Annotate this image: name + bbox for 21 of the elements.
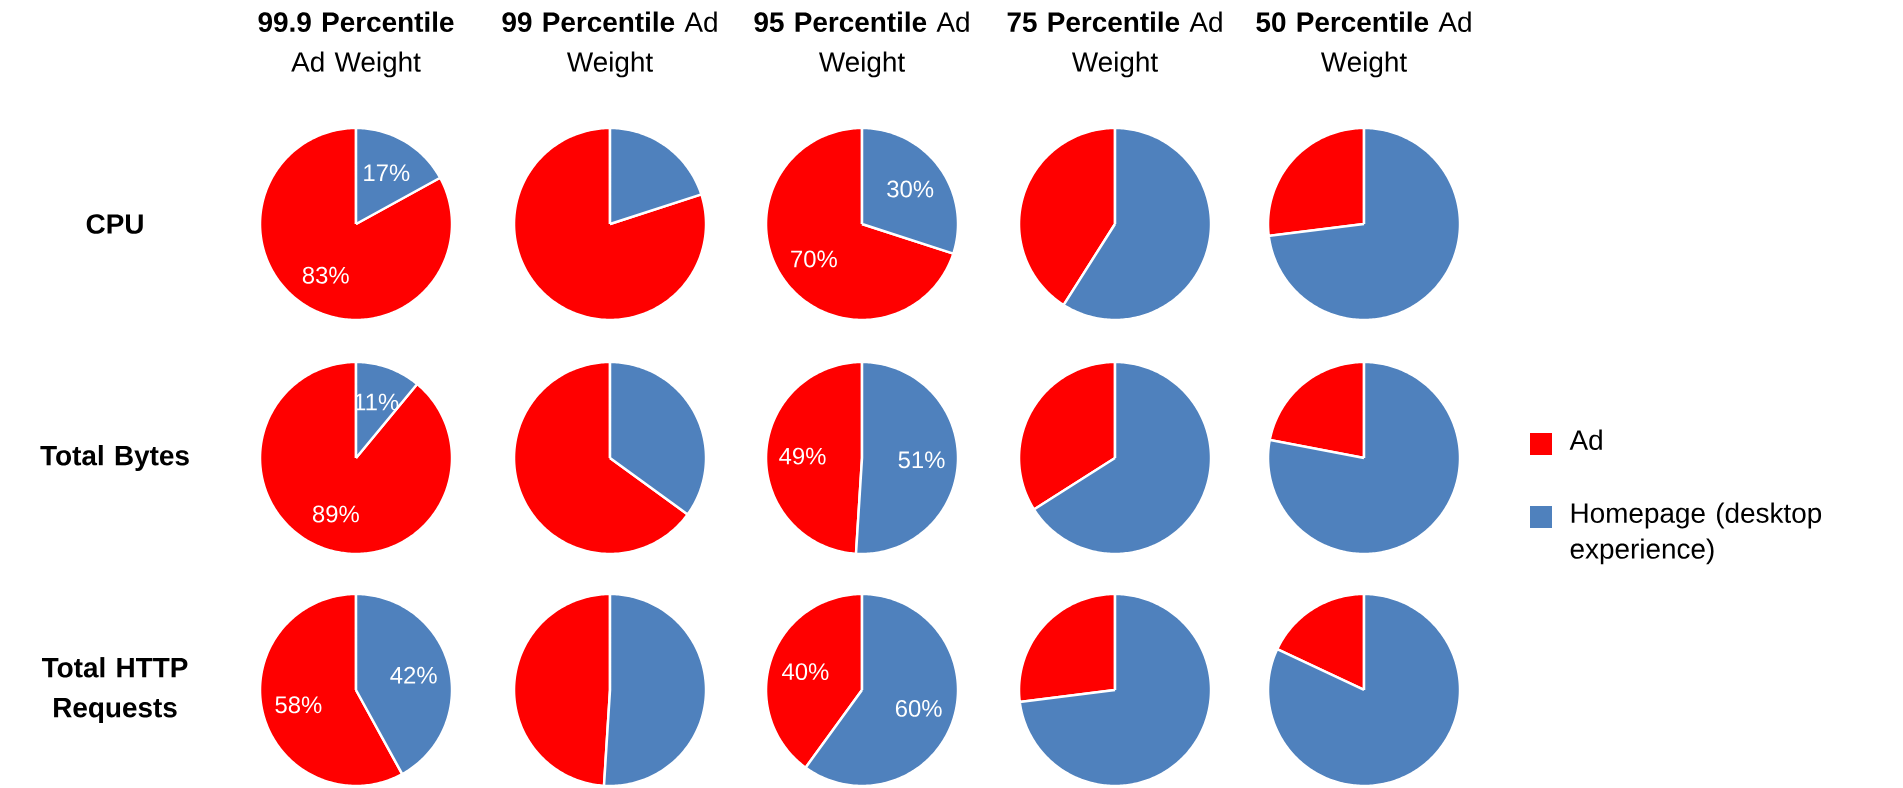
- data-label: 49%: [779, 447, 826, 465]
- data-label: 89%: [312, 505, 359, 523]
- legend-label: Homepage (desktop experience): [1570, 502, 1822, 565]
- chart-title: 95 Percentile Ad Weight: [754, 11, 969, 78]
- chart-title: 50 Percentile Ad Weight: [1256, 11, 1471, 78]
- data-label: 60%: [895, 699, 942, 717]
- data-label: 40%: [782, 663, 829, 681]
- chart-title: 99.9 Percentile Ad Weight: [258, 11, 454, 78]
- text: CPU: [86, 214, 143, 234]
- text: Total HTTP Requests: [41, 657, 188, 723]
- chart-title: 75 Percentile Ad Weight: [1007, 11, 1222, 78]
- data-label: 51%: [898, 451, 945, 469]
- text: Total Bytes: [40, 445, 189, 471]
- data-label: 17%: [364, 164, 410, 182]
- data-label: 30%: [887, 180, 934, 198]
- data-label: 83%: [302, 266, 349, 284]
- legend-label: Ad: [1569, 429, 1602, 450]
- data-label: 70%: [791, 250, 837, 268]
- data-label: 58%: [275, 696, 322, 714]
- data-label: 42%: [390, 666, 437, 684]
- chart-title: 99 Percentile Ad Weight: [502, 11, 717, 78]
